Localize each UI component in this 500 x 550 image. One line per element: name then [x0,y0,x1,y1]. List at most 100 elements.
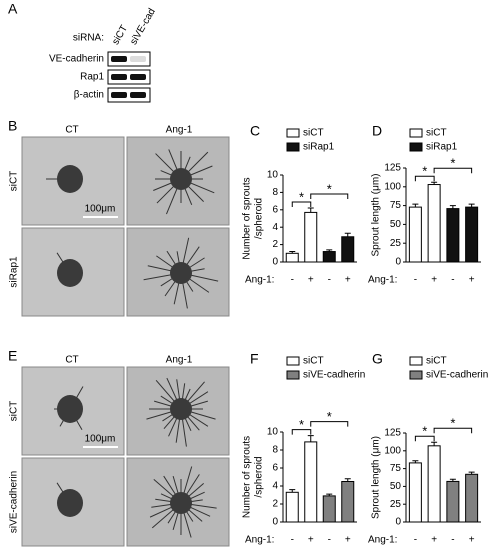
bar [285,252,299,263]
bar [304,441,318,523]
error-bar [344,478,351,482]
bar [408,462,422,523]
panel-letter: G [372,351,383,367]
significance-mark: * [422,164,427,179]
error-bar [289,251,296,254]
spheroid [170,168,192,190]
x-group-label: Ang-1: [368,275,397,286]
y-tick-label: 0 [272,257,278,268]
y-axis-label: /spheroid [254,198,265,239]
significance-bracket [433,167,473,174]
error-bar [289,489,296,493]
legend-swatch [409,356,423,366]
legend-label: siVE-cadherin [303,370,365,381]
y-tick-label: 0 [395,517,401,528]
blot-frame [107,69,151,85]
significance-mark: * [450,156,455,171]
error-bar [412,460,419,463]
x-tick-label: + [469,535,475,546]
y-tick-label: 6 [272,204,278,215]
x-tick-label: - [328,275,331,286]
significance-mark: * [299,417,304,432]
y-tick-label: 10 [267,170,279,181]
bar [304,211,318,263]
legend-label: siRap1 [303,142,335,153]
spheroid [57,395,83,423]
legend-label: siCT [303,128,324,139]
bar [322,251,336,263]
error-bar [431,441,438,446]
x-group-label: Ang-1: [245,275,274,286]
row-label: Rap1 [80,72,104,83]
row-label: β-actin [74,90,104,101]
bar [446,480,460,523]
y-tick-label: 8 [272,187,278,198]
legend-label: siVE-cadherin [426,370,488,381]
spheroid [57,489,83,517]
y-tick-label: 0 [395,257,401,268]
x-tick-label: - [451,275,454,286]
y-tick-label: 2 [272,499,278,510]
y-tick-label: 50 [390,481,402,492]
legend-swatch [409,128,423,138]
bar [408,206,422,263]
x-tick-label: + [308,275,314,286]
y-tick-label: 6 [272,463,278,474]
spheroid [170,262,192,284]
blot-header: siRNA: [73,33,104,44]
panel-letter: B [8,118,17,134]
error-bar [326,249,333,252]
y-tick-label: 50 [390,219,402,230]
y-tick-label: 25 [390,499,402,510]
x-tick-label: - [414,275,417,286]
row-label: VE-cadherin [49,54,104,65]
significance-mark: * [327,409,332,424]
y-axis-label: Sprout length (μm) [371,173,382,256]
lane-label: siVE-cad [128,7,158,47]
blot-band [111,56,127,62]
legend-swatch [409,370,423,380]
x-tick-label: + [308,535,314,546]
y-tick-label: 4 [272,481,278,492]
bar [427,184,441,263]
significance-bracket [291,201,312,208]
panel-letter: A [8,1,18,17]
error-bar [449,478,456,482]
significance-mark: * [450,416,455,431]
spheroid [170,492,192,514]
blot-band [130,74,146,80]
legend-label: siRap1 [426,142,458,153]
column-label: CT [65,125,78,136]
y-tick-label: 75 [390,200,402,211]
blot-frame [107,51,151,67]
significance-mark: * [422,424,427,439]
legend-swatch [286,128,300,138]
bar [465,473,479,523]
x-tick-label: + [469,275,475,286]
error-bar [431,181,438,185]
bar [341,236,355,263]
micrograph [21,136,125,226]
error-bar [344,232,351,237]
y-tick-label: 10 [267,427,279,438]
blot-frame [107,87,151,103]
y-tick-label: 100 [384,181,401,192]
x-tick-label: - [291,535,294,546]
y-tick-label: 125 [384,428,401,439]
y-axis-label: Sprout length (μm) [371,436,382,519]
legend-label: siCT [426,356,447,367]
y-axis-label: /spheroid [254,456,265,497]
legend-label: siCT [303,356,324,367]
scale-label: 100μm [85,434,116,445]
x-group-label: Ang-1: [368,535,397,546]
error-bar [468,471,475,475]
legend-swatch [409,142,423,152]
error-bar [468,203,475,208]
legend-swatch [286,142,300,152]
legend-swatch [286,370,300,380]
row-label: siCT [9,171,20,192]
y-tick-label: 0 [272,517,278,528]
significance-mark: * [327,181,332,196]
column-label: Ang-1 [166,355,193,366]
